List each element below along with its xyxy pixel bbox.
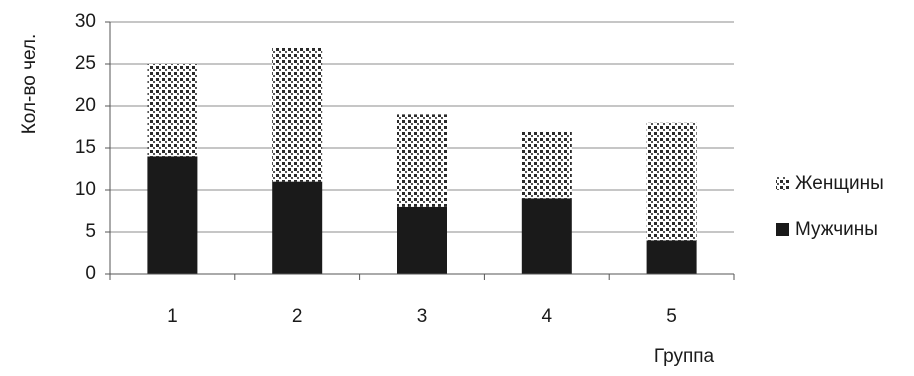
y-tick-label: 0 xyxy=(85,263,96,284)
x-tick-label: 3 xyxy=(417,306,428,327)
bar-men-1 xyxy=(147,156,198,274)
y-tick-label: 15 xyxy=(75,137,96,158)
y-tick-label: 25 xyxy=(75,53,96,74)
bar-men-5 xyxy=(646,240,697,274)
y-axis-title: Кол-во чел. xyxy=(19,34,40,135)
bar-women-1 xyxy=(147,64,198,157)
y-tick-label: 10 xyxy=(75,179,96,200)
x-tick-label: 1 xyxy=(167,306,178,327)
bar-men-3 xyxy=(397,206,447,274)
y-tick-label: 30 xyxy=(75,11,96,32)
legend-label: Женщины xyxy=(795,173,884,194)
bars xyxy=(147,47,697,274)
bar-women-4 xyxy=(521,131,572,199)
bar-women-5 xyxy=(646,122,697,241)
legend: Женщины Мужчины xyxy=(776,173,884,240)
legend-label: Мужчины xyxy=(795,219,878,240)
tick-labels: 0 5 10 15 20 25 30 1 2 3 4 5 xyxy=(75,11,677,327)
y-tick-label: 5 xyxy=(85,221,96,242)
bar-men-2 xyxy=(272,181,323,274)
x-axis-title: Группа xyxy=(654,346,715,367)
x-tick-label: 5 xyxy=(666,306,677,327)
bar-women-3 xyxy=(397,114,447,207)
legend-swatch xyxy=(776,223,789,236)
bar-men-4 xyxy=(521,198,572,274)
x-tick-label: 2 xyxy=(292,306,303,327)
axes xyxy=(105,21,735,280)
y-tick-label: 20 xyxy=(75,95,96,116)
bar-women-2 xyxy=(272,47,323,182)
legend-swatch xyxy=(776,177,789,190)
x-tick-label: 4 xyxy=(542,306,553,327)
